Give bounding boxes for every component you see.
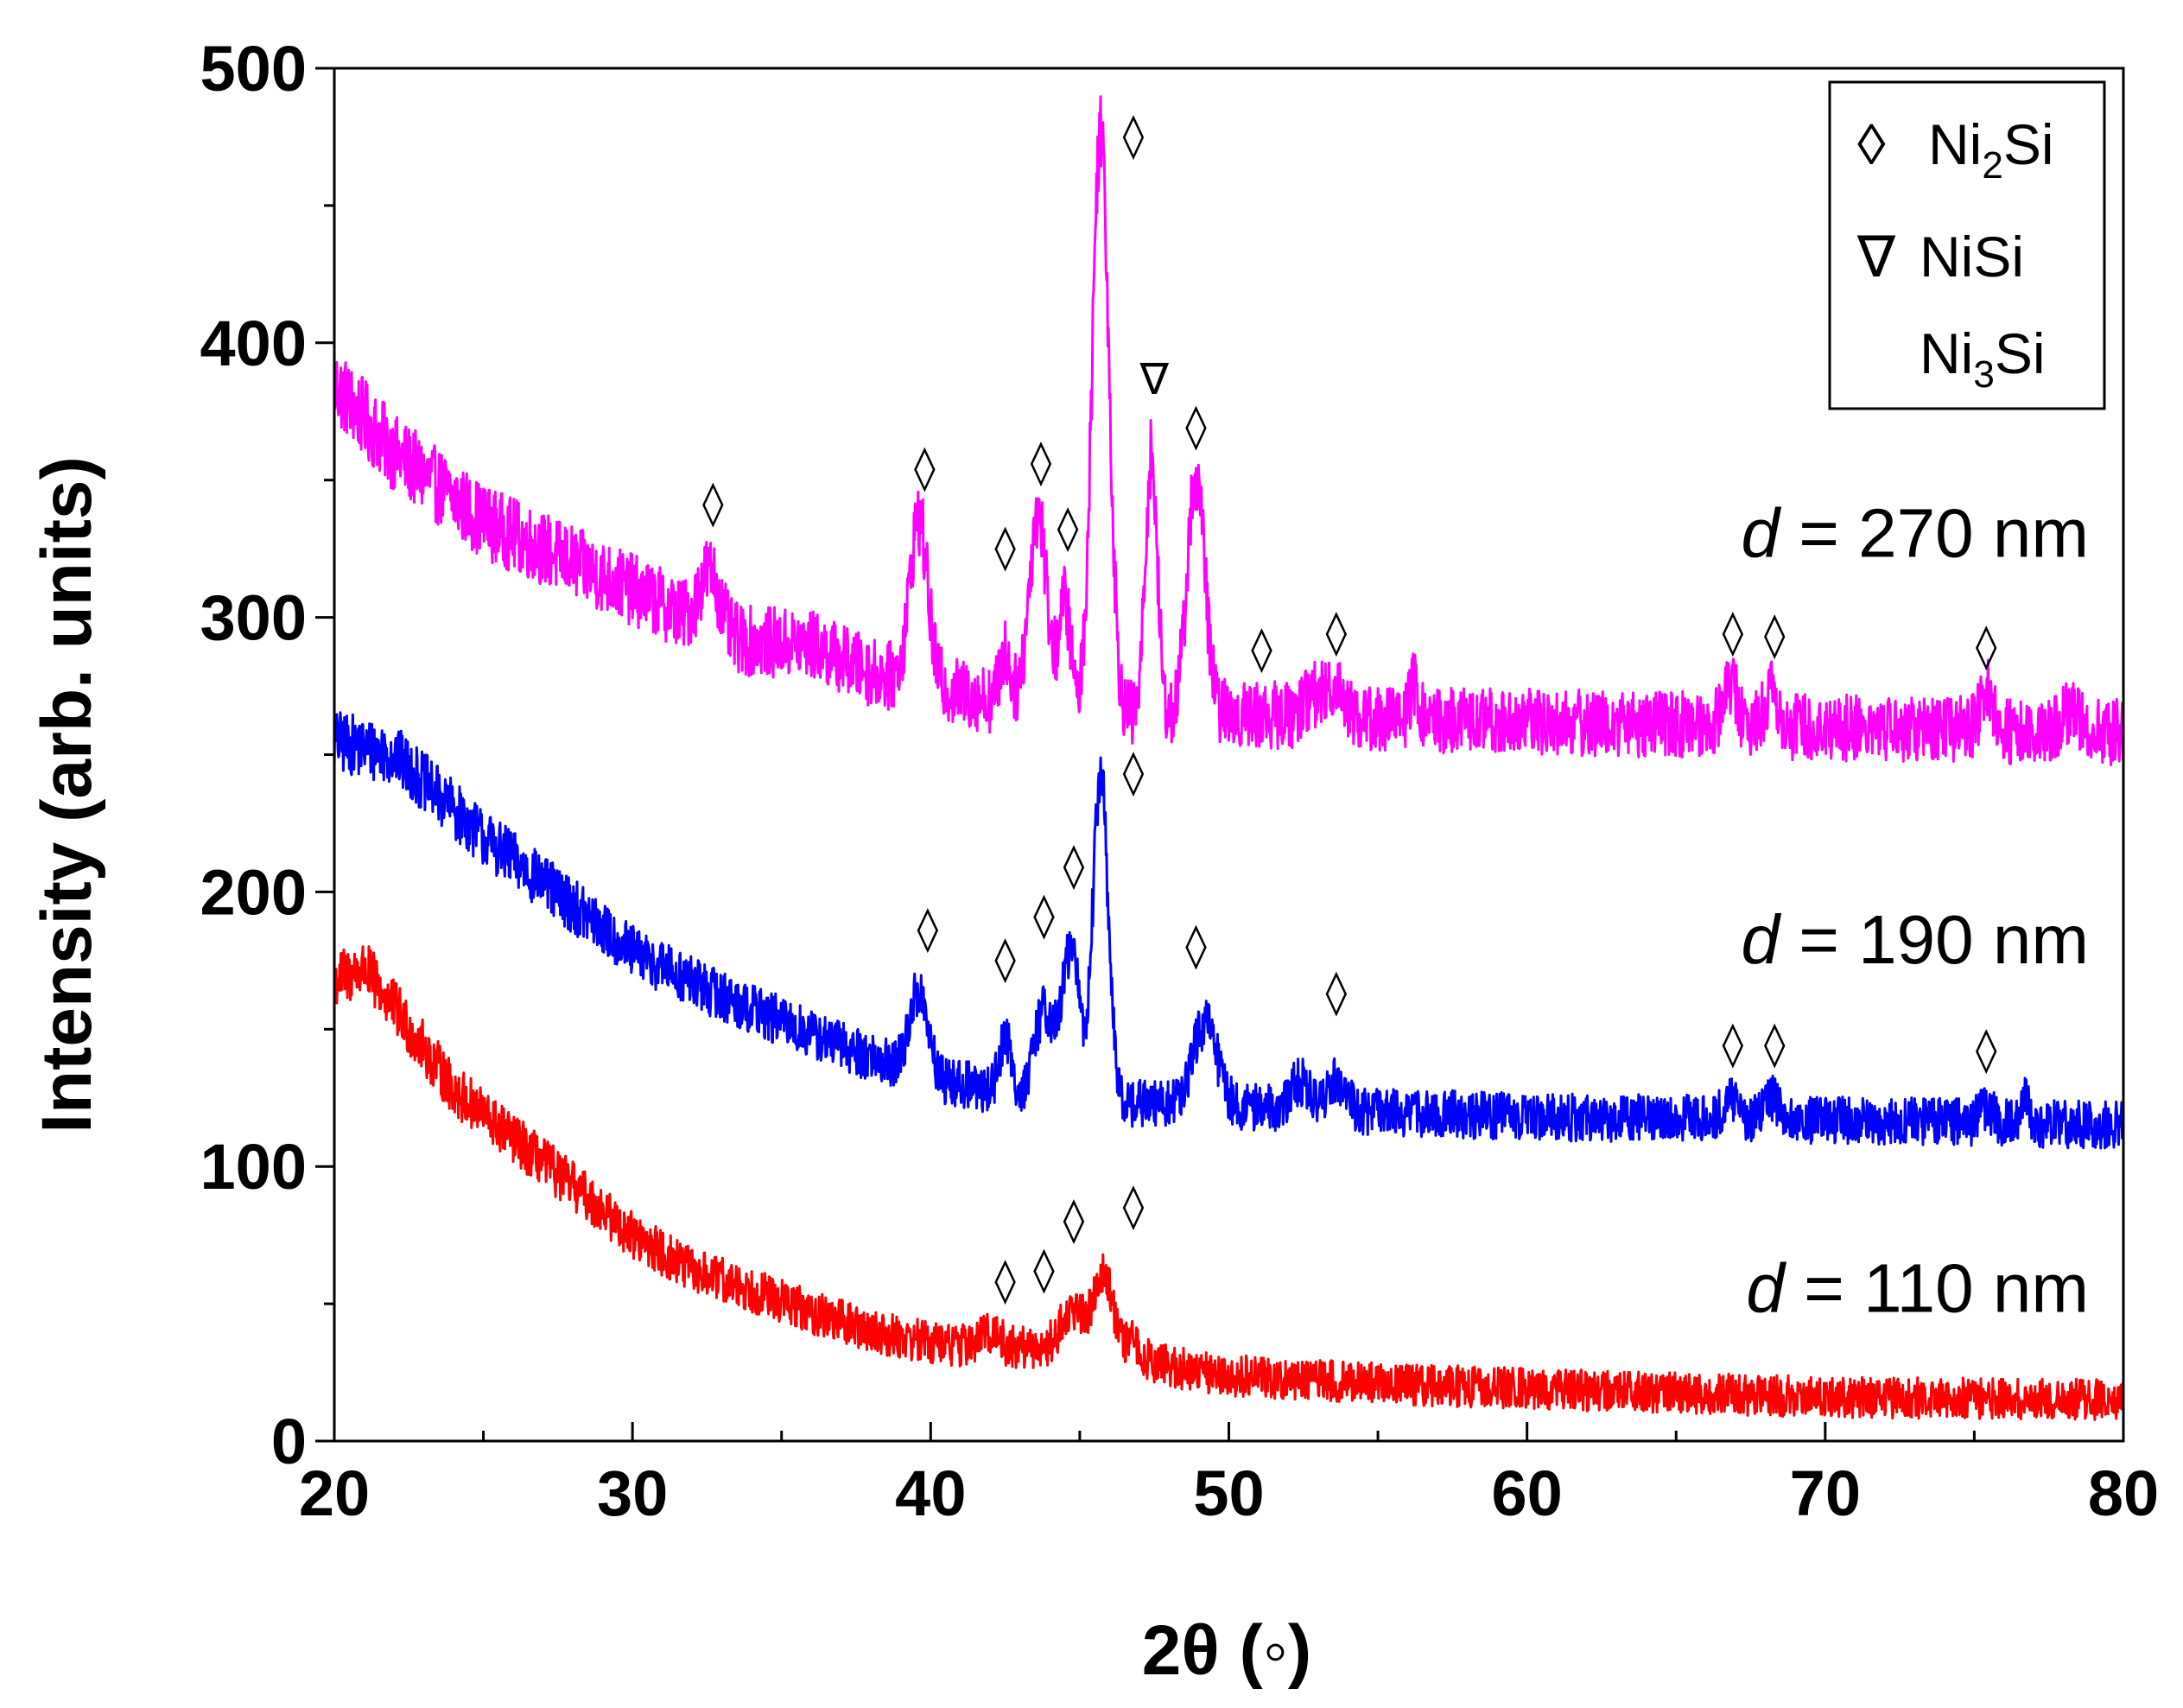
y-tick-label: 200 <box>200 856 307 928</box>
series-line-2 <box>333 711 2125 1150</box>
x-tick-label: 70 <box>1790 1457 1861 1529</box>
ni2si-marker: ◊ <box>1033 1244 1055 1294</box>
ni2si-marker: ◊ <box>1123 110 1145 160</box>
ni2si-marker: ◊ <box>1764 610 1786 660</box>
x-tick-label: 80 <box>2088 1457 2159 1529</box>
y-tick-label: 400 <box>200 308 307 379</box>
legend-label-ni3si: Ni3Si <box>1920 321 2046 396</box>
x-tick-label: 20 <box>299 1457 370 1529</box>
ni2si-marker: ◊ <box>914 442 936 492</box>
ni2si-marker: ◊ <box>1123 1181 1145 1231</box>
ni2si-marker: ◊ <box>1722 1019 1743 1069</box>
nisi-marker: ∇ <box>1139 354 1169 404</box>
ni2si-marker: ◊ <box>1325 607 1347 657</box>
legend-symbol-ni2si: ◊ <box>1857 112 1886 176</box>
x-tick-label: 40 <box>895 1457 966 1529</box>
ni2si-marker: ◊ <box>1123 747 1145 797</box>
ni2si-marker: ◊ <box>1722 607 1743 657</box>
ni2si-marker: ◊ <box>1251 624 1272 674</box>
ni2si-marker: ◊ <box>1031 437 1052 487</box>
ni2si-marker: ◊ <box>1033 890 1055 940</box>
x-axis-title: 2θ (◦) <box>1142 1611 1311 1690</box>
ni2si-marker: ◊ <box>917 904 939 954</box>
ni2si-marker: ◊ <box>1976 620 1997 670</box>
ni2si-marker: ◊ <box>1063 1195 1085 1245</box>
y-axis-title: Intensity (arb. units) <box>28 456 106 1133</box>
ni2si-marker: ◊ <box>1764 1019 1786 1069</box>
axes: 20 30 40 50 60 70 80 0 100 200 300 400 500 <box>200 33 2160 1529</box>
y-tick-label: 500 <box>200 33 307 105</box>
legend-symbol-nisi: ∇ <box>1856 225 1896 289</box>
legend-label-ni2si: Ni2Si <box>1928 112 2054 187</box>
y-tick-label: 0 <box>271 1406 307 1477</box>
legend-box <box>1828 80 2106 410</box>
x-tick-label: 30 <box>597 1457 668 1529</box>
ni2si-marker: ◊ <box>994 1255 1016 1305</box>
y-tick-label: 100 <box>200 1131 307 1203</box>
series-layer <box>333 95 2125 1421</box>
legend: ◊ Ni2Si ∇ NiSi Ni3Si <box>1828 80 2106 410</box>
series-line-3 <box>333 945 2125 1421</box>
legend-label-nisi: NiSi <box>1920 225 2024 289</box>
ni2si-marker: ◊ <box>702 478 724 528</box>
series-labels: d = 270 nm d = 190 nm d = 110 nm <box>1741 495 2089 1327</box>
ni2si-marker: ◊ <box>1185 920 1207 970</box>
x-tick-label: 60 <box>1492 1457 1563 1529</box>
ni2si-marker: ◊ <box>1185 401 1207 451</box>
ni2si-marker: ◊ <box>1063 841 1085 891</box>
ni2si-marker: ◊ <box>994 934 1016 984</box>
series-line-1 <box>333 95 2125 766</box>
series-label-3: d = 110 nm <box>1746 1250 2089 1327</box>
ni2si-marker: ◊ <box>1325 967 1347 1017</box>
y-tick-label: 300 <box>200 582 307 654</box>
ni2si-marker: ◊ <box>1057 503 1079 553</box>
series-label-2: d = 190 nm <box>1741 901 2089 978</box>
ni2si-marker: ◊ <box>994 522 1016 572</box>
series-label-1: d = 270 nm <box>1741 495 2089 572</box>
ni2si-marker: ◊ <box>1976 1025 1997 1075</box>
x-tick-label: 50 <box>1193 1457 1264 1529</box>
peak-annotations: ◊◊◊◊◊◊∇◊◊ ◊ ◊ ◊ ◊◊◊◊◊◊ ◊◊◊ ◊ ◊◊◊◊◊ <box>702 110 1997 1305</box>
